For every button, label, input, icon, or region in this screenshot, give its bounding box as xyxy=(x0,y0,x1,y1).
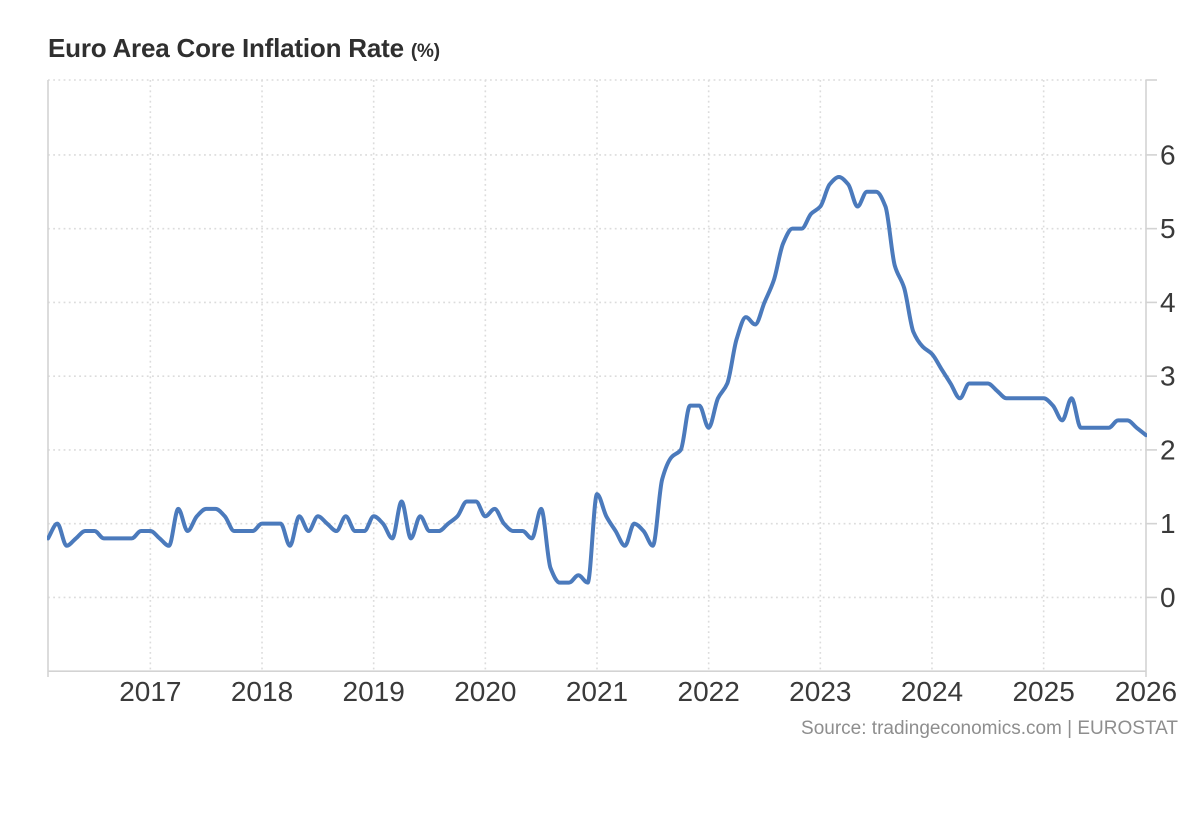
x-axis-label: 2026 xyxy=(1115,676,1177,707)
y-axis-label: 3 xyxy=(1160,361,1176,392)
x-axis-label: 2019 xyxy=(343,676,405,707)
x-axis-label: 2022 xyxy=(678,676,740,707)
x-axis-label: 2020 xyxy=(454,676,516,707)
page-title: Euro Area Core Inflation Rate (%) xyxy=(48,33,440,64)
series-line xyxy=(47,175,1147,585)
title-text: Euro Area Core Inflation Rate xyxy=(48,33,404,63)
y-axis-label: 1 xyxy=(1160,508,1176,539)
y-axis-label: 0 xyxy=(1160,582,1176,613)
x-axis-label: 2025 xyxy=(1012,676,1074,707)
x-axis-label: 2023 xyxy=(789,676,851,707)
y-axis-label: 5 xyxy=(1160,213,1176,244)
y-axis-label: 2 xyxy=(1160,434,1176,465)
y-axis-label: 4 xyxy=(1160,287,1176,318)
source-attribution[interactable]: Source: tradingeconomics.com | EUROSTAT xyxy=(801,718,1178,739)
axes: 0 1 2 3 4 5 6 2017 2018 2019 2020 2021 2022 2023 2024 2… xyxy=(47,79,1177,707)
grid-lines xyxy=(48,79,1146,672)
x-axis-label: 2018 xyxy=(231,676,293,707)
x-axis-label: 2017 xyxy=(119,676,181,707)
x-axis-label: 2024 xyxy=(901,676,963,707)
x-axis-label: 2021 xyxy=(566,676,628,707)
title-unit: (%) xyxy=(410,41,440,62)
y-axis-label: 6 xyxy=(1160,139,1176,170)
